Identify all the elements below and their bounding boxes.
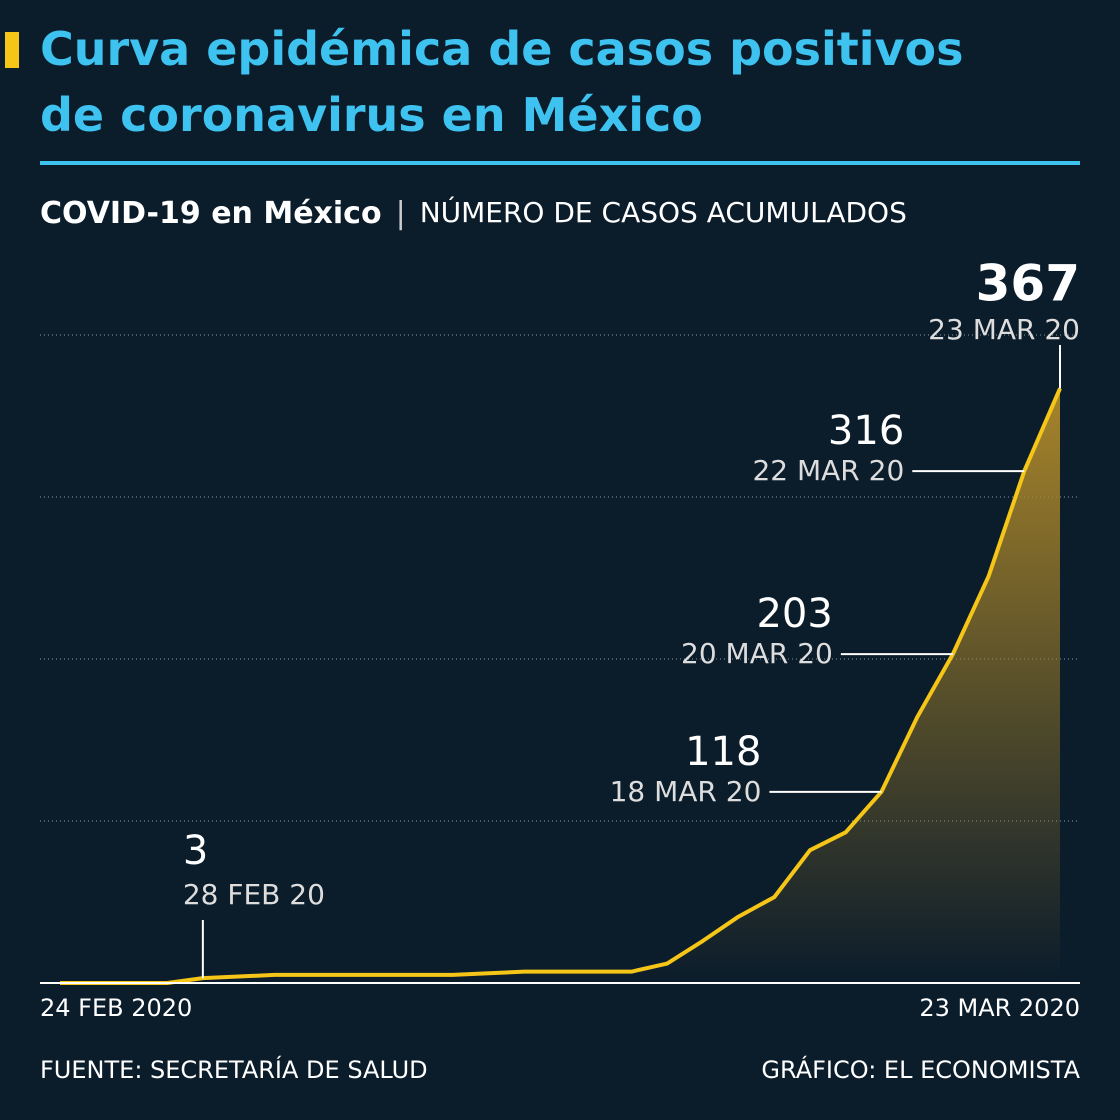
subtitle-bold: COVID-19 en México <box>40 196 382 231</box>
x-tick-label: 23 MAR 2020 <box>919 994 1080 1022</box>
source: FUENTE: SECRETARÍA DE SALUD <box>40 1055 428 1084</box>
title-marker <box>5 32 19 68</box>
line <box>60 387 1062 985</box>
date-label: 20 MAR 20 <box>681 637 833 670</box>
date-label: 18 MAR 20 <box>610 775 762 808</box>
subtitle-text: NÚMERO DE CASOS ACUMULADOS <box>420 195 907 229</box>
date-label: 28 FEB 20 <box>183 878 325 911</box>
x-tick-label: 24 FEB 2020 <box>40 994 192 1022</box>
value-label: 3 <box>183 828 208 874</box>
credit: GRÁFICO: EL ECONOMISTA <box>761 1055 1080 1084</box>
area <box>60 388 1060 984</box>
value-label: 316 <box>828 408 904 454</box>
date-label: 23 MAR 20 <box>928 313 1080 346</box>
subtitle: COVID-19 en México | NÚMERO DE CASOS ACUMU… <box>40 195 907 231</box>
date-label: 22 MAR 20 <box>752 454 904 487</box>
value-label: 367 <box>976 255 1080 313</box>
value-label: 203 <box>756 591 832 637</box>
chart-title: Curva epidémica de casos positivos de cor… <box>40 22 964 142</box>
value-label: 118 <box>685 729 761 775</box>
